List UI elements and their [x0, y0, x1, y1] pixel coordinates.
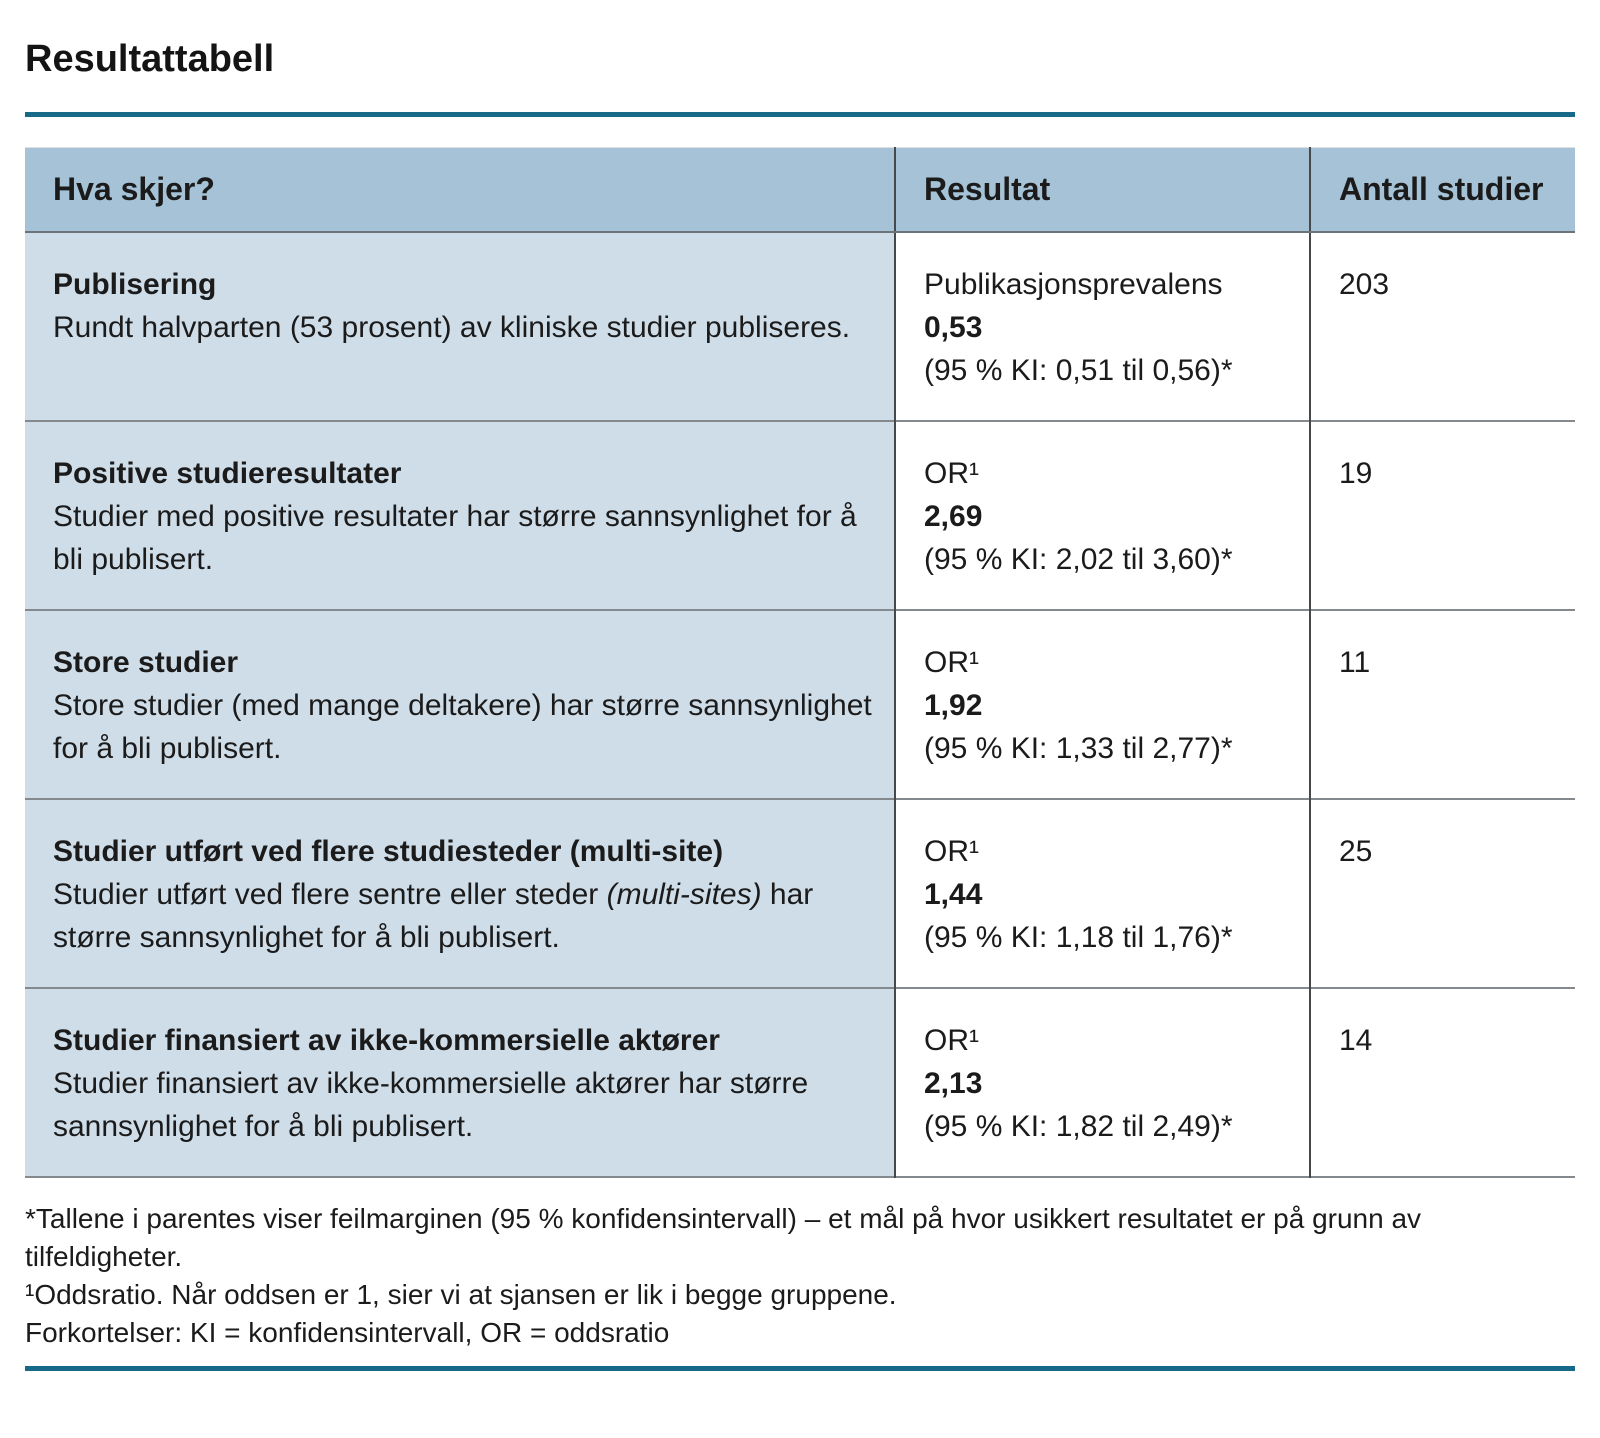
- footnote-oddsratio: ¹Oddsratio. Når oddsen er 1, sier vi at …: [25, 1278, 897, 1310]
- result-cell: OR¹ 2,69 (95 % KI: 2,02 til 3,60)*: [894, 419, 1310, 610]
- result-label: Publikasjonsprevalens: [924, 267, 1223, 301]
- row-description: Studier utført ved flere sentre eller st…: [53, 873, 874, 959]
- result-value: 2,69: [924, 499, 983, 533]
- what-cell: Studier utført ved flere studiesteder (m…: [25, 797, 895, 988]
- column-header-what: Hva skjer?: [25, 147, 895, 233]
- row-title: Publisering: [53, 267, 217, 301]
- result-cell: OR¹ 1,44 (95 % KI: 1,18 til 1,76)*: [894, 797, 1310, 988]
- row-description-text: har større sannsynlighet for å bli publi…: [53, 877, 814, 954]
- result-value: 1,92: [924, 688, 983, 722]
- footnotes: *Tallene i parentes viser feilmarginen (…: [25, 1200, 1575, 1352]
- row-title: Studier finansiert av ikke-kommersielle …: [53, 1023, 720, 1057]
- result-value: 1,44: [924, 877, 983, 911]
- row-description: Rundt halvparten (53 prosent) av klinisk…: [53, 306, 874, 349]
- result-value: 2,13: [924, 1066, 983, 1100]
- row-description: Store studier (med mange deltakere) har …: [53, 684, 874, 770]
- result-label: OR¹: [924, 645, 979, 679]
- table-header-row: Hva skjer? Resultat Antall studier: [25, 147, 1575, 233]
- row-title: Store studier: [53, 645, 239, 679]
- row-description-italic: (multi-sites): [606, 877, 762, 911]
- result-confidence-interval: (95 % KI: 1,82 til 2,49)*: [924, 1109, 1233, 1143]
- table-row: Store studier Store studier (med mange d…: [25, 608, 1575, 799]
- results-table: Hva skjer? Resultat Antall studier Publi…: [25, 147, 1575, 1178]
- row-description-text: Rundt halvparten (53 prosent) av klinisk…: [53, 310, 851, 344]
- table-row: Studier finansiert av ikke-kommersielle …: [25, 986, 1575, 1177]
- footnote-confidence-interval: *Tallene i parentes viser feilmarginen (…: [25, 1202, 1422, 1272]
- row-description-text: Store studier (med mange deltakere) har …: [53, 688, 872, 765]
- table-row: Studier utført ved flere studiesteder (m…: [25, 797, 1575, 988]
- table-row: Publisering Rundt halvparten (53 prosent…: [25, 231, 1575, 421]
- what-cell: Positive studieresultater Studier med po…: [25, 419, 895, 610]
- study-count: 19: [1309, 419, 1575, 610]
- page-title: Resultattabell: [25, 38, 275, 80]
- result-label: OR¹: [924, 834, 979, 868]
- result-label: OR¹: [924, 456, 979, 490]
- column-header-result: Resultat: [894, 147, 1310, 233]
- study-count: 11: [1309, 608, 1575, 799]
- row-title: Positive studieresultater: [53, 456, 402, 490]
- column-header-count: Antall studier: [1309, 147, 1575, 233]
- row-description-text: Studier utført ved flere sentre eller st…: [53, 877, 607, 911]
- result-confidence-interval: (95 % KI: 1,33 til 2,77)*: [924, 731, 1233, 765]
- result-value: 0,53: [924, 310, 983, 344]
- result-cell: Publikasjonsprevalens 0,53 (95 % KI: 0,5…: [894, 231, 1310, 421]
- study-count: 203: [1309, 231, 1575, 421]
- row-description: Studier med positive resultater har stør…: [53, 495, 874, 581]
- result-cell: OR¹ 2,13 (95 % KI: 1,82 til 2,49)*: [894, 986, 1310, 1177]
- top-divider: [25, 112, 1575, 117]
- study-count: 25: [1309, 797, 1575, 988]
- result-confidence-interval: (95 % KI: 1,18 til 1,76)*: [924, 920, 1233, 954]
- row-description-text: Studier finansiert av ikke-kommersielle …: [53, 1066, 809, 1143]
- row-description-text: Studier med positive resultater har stør…: [53, 499, 857, 576]
- footnote-abbreviations: Forkortelser: KI = konfidensintervall, O…: [25, 1316, 670, 1348]
- study-count: 14: [1309, 986, 1575, 1177]
- what-cell: Store studier Store studier (med mange d…: [25, 608, 895, 799]
- result-confidence-interval: (95 % KI: 2,02 til 3,60)*: [924, 542, 1233, 576]
- table-row: Positive studieresultater Studier med po…: [25, 419, 1575, 610]
- row-title: Studier utført ved flere studiesteder (m…: [53, 834, 724, 868]
- result-cell: OR¹ 1,92 (95 % KI: 1,33 til 2,77)*: [894, 608, 1310, 799]
- result-label: OR¹: [924, 1023, 979, 1057]
- bottom-divider: [25, 1365, 1575, 1371]
- row-description: Studier finansiert av ikke-kommersielle …: [53, 1062, 874, 1148]
- page: Resultattabell Hva skjer? Resultat Antal…: [0, 36, 1600, 1371]
- result-confidence-interval: (95 % KI: 0,51 til 0,56)*: [924, 353, 1233, 387]
- what-cell: Studier finansiert av ikke-kommersielle …: [25, 986, 895, 1177]
- what-cell: Publisering Rundt halvparten (53 prosent…: [25, 231, 895, 421]
